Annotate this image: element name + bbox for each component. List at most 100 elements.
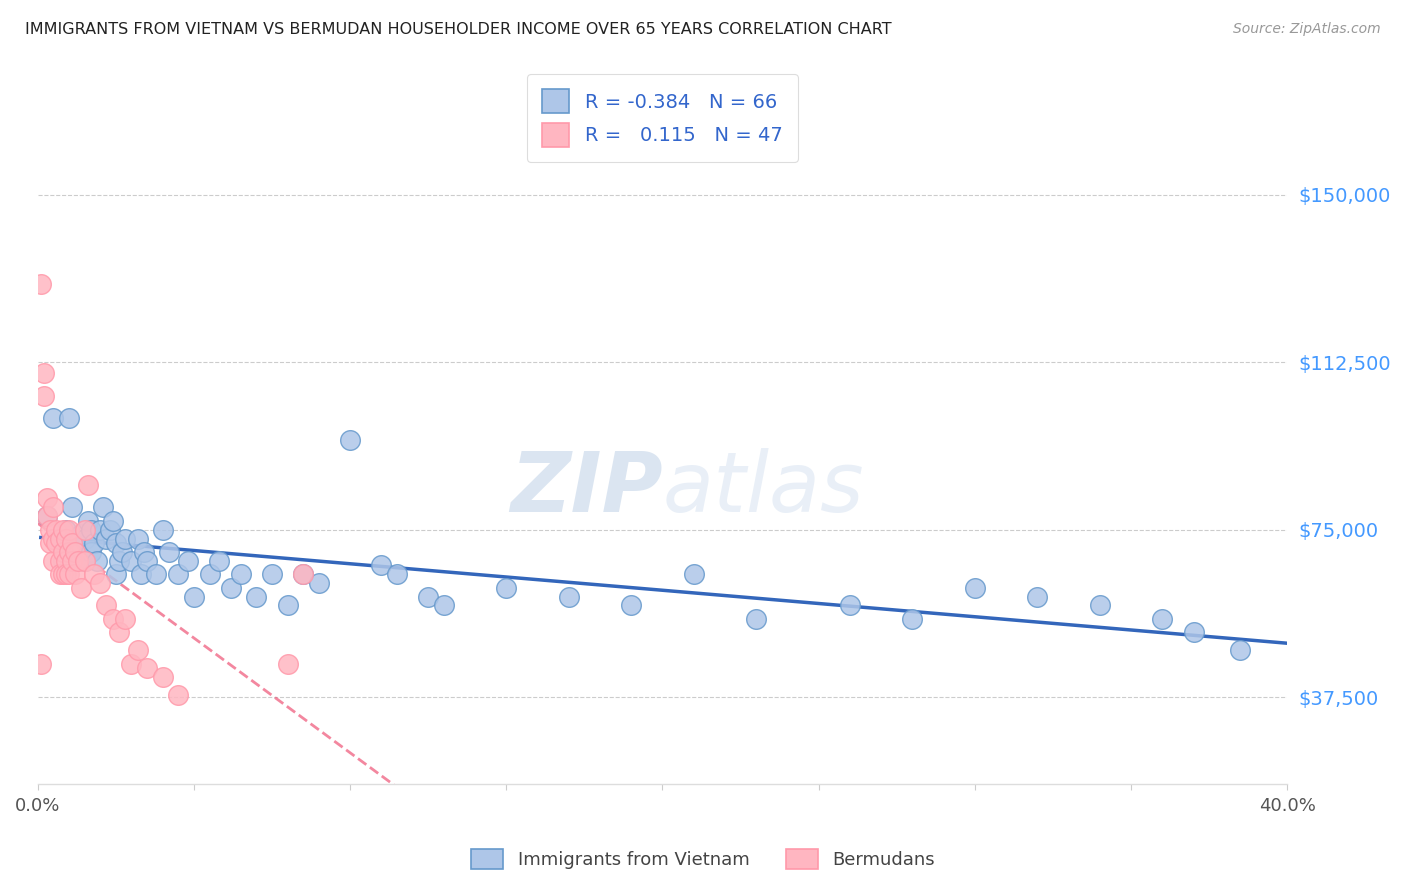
Point bbox=[418, 590, 440, 604]
Point bbox=[35, 491, 58, 506]
Text: ZIP: ZIP bbox=[510, 448, 662, 529]
Point bbox=[145, 567, 167, 582]
Point bbox=[745, 612, 768, 626]
Point bbox=[229, 567, 252, 582]
Point bbox=[42, 411, 65, 425]
Point bbox=[48, 554, 70, 568]
Text: atlas: atlas bbox=[662, 448, 865, 529]
Point bbox=[104, 536, 127, 550]
Point bbox=[35, 509, 58, 524]
Point bbox=[39, 536, 62, 550]
Point bbox=[370, 558, 392, 573]
Point bbox=[558, 590, 581, 604]
Point bbox=[183, 590, 205, 604]
Point bbox=[176, 554, 198, 568]
Point bbox=[42, 500, 65, 515]
Point bbox=[45, 523, 67, 537]
Point bbox=[30, 277, 52, 291]
Point bbox=[32, 389, 55, 403]
Point bbox=[292, 567, 315, 582]
Point bbox=[120, 657, 142, 671]
Point bbox=[120, 554, 142, 568]
Point bbox=[58, 411, 80, 425]
Point bbox=[221, 581, 243, 595]
Point bbox=[86, 554, 108, 568]
Point bbox=[963, 581, 986, 595]
Point bbox=[67, 554, 90, 568]
Point bbox=[198, 567, 221, 582]
Point bbox=[167, 567, 190, 582]
Point bbox=[129, 567, 152, 582]
Point bbox=[277, 599, 299, 613]
Point bbox=[52, 545, 75, 559]
Point bbox=[132, 545, 155, 559]
Point bbox=[167, 688, 190, 702]
Point bbox=[30, 657, 52, 671]
Point bbox=[89, 576, 111, 591]
Point bbox=[136, 661, 159, 675]
Point bbox=[385, 567, 408, 582]
Point bbox=[96, 599, 118, 613]
Point bbox=[433, 599, 456, 613]
Point bbox=[277, 657, 299, 671]
Point bbox=[80, 545, 103, 559]
Point bbox=[70, 581, 93, 595]
Point bbox=[157, 545, 180, 559]
Point bbox=[76, 514, 98, 528]
Point bbox=[91, 500, 114, 515]
Point bbox=[63, 545, 86, 559]
Point bbox=[48, 536, 70, 550]
Point bbox=[55, 554, 77, 568]
Point bbox=[208, 554, 231, 568]
Legend: Immigrants from Vietnam, Bermudans: Immigrants from Vietnam, Bermudans bbox=[461, 839, 945, 879]
Point bbox=[55, 523, 77, 537]
Point bbox=[48, 532, 70, 546]
Point bbox=[838, 599, 860, 613]
Point bbox=[260, 567, 283, 582]
Point bbox=[136, 554, 159, 568]
Point bbox=[339, 434, 361, 448]
Point bbox=[114, 532, 136, 546]
Point bbox=[1088, 599, 1111, 613]
Point bbox=[108, 554, 131, 568]
Point bbox=[101, 612, 124, 626]
Point bbox=[127, 643, 149, 657]
Point bbox=[73, 554, 96, 568]
Point bbox=[1182, 625, 1205, 640]
Point bbox=[1229, 643, 1251, 657]
Point bbox=[76, 478, 98, 492]
Point bbox=[42, 532, 65, 546]
Point bbox=[152, 523, 174, 537]
Text: Source: ZipAtlas.com: Source: ZipAtlas.com bbox=[1233, 22, 1381, 37]
Point bbox=[39, 523, 62, 537]
Legend: R = -0.384   N = 66, R =   0.115   N = 47: R = -0.384 N = 66, R = 0.115 N = 47 bbox=[527, 74, 799, 162]
Point bbox=[63, 567, 86, 582]
Point bbox=[73, 532, 96, 546]
Point bbox=[52, 554, 75, 568]
Point bbox=[1152, 612, 1174, 626]
Point bbox=[67, 545, 90, 559]
Point bbox=[89, 523, 111, 537]
Point bbox=[42, 554, 65, 568]
Point bbox=[70, 527, 93, 541]
Point bbox=[55, 532, 77, 546]
Point bbox=[98, 523, 121, 537]
Point bbox=[114, 612, 136, 626]
Point bbox=[108, 625, 131, 640]
Point bbox=[245, 590, 267, 604]
Point bbox=[682, 567, 704, 582]
Point bbox=[495, 581, 517, 595]
Point bbox=[80, 523, 103, 537]
Point bbox=[73, 523, 96, 537]
Point bbox=[101, 514, 124, 528]
Point bbox=[45, 536, 67, 550]
Point bbox=[96, 532, 118, 546]
Point bbox=[63, 554, 86, 568]
Point bbox=[292, 567, 315, 582]
Point bbox=[52, 567, 75, 582]
Point bbox=[620, 599, 643, 613]
Point bbox=[83, 536, 105, 550]
Point bbox=[901, 612, 924, 626]
Point bbox=[48, 567, 70, 582]
Text: IMMIGRANTS FROM VIETNAM VS BERMUDAN HOUSEHOLDER INCOME OVER 65 YEARS CORRELATION: IMMIGRANTS FROM VIETNAM VS BERMUDAN HOUS… bbox=[25, 22, 891, 37]
